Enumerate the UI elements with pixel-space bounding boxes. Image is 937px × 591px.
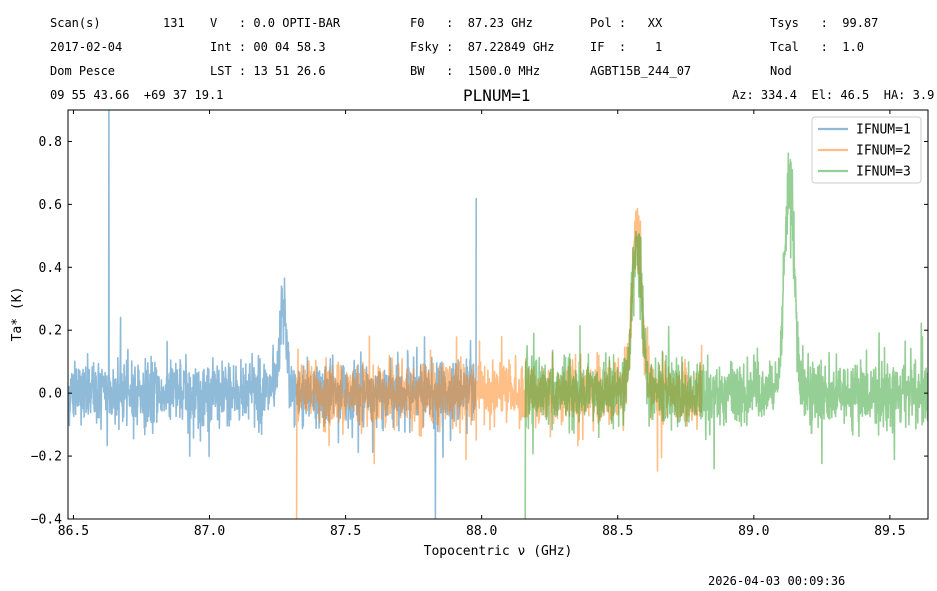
x-tick-label: 86.5	[58, 524, 89, 539]
header-fsky: Fsky : 87.22849 GHz	[410, 40, 555, 54]
header-polarization: Pol : XX	[590, 16, 663, 30]
y-tick-label: −0.4	[31, 513, 62, 528]
y-tick-label: 0.2	[39, 324, 62, 339]
x-axis-label: Topocentric ν (GHz)	[424, 544, 573, 559]
legend: IFNUM=1 IFNUM=2 IFNUM=3	[811, 116, 922, 184]
header-date: 2017-02-04	[50, 40, 123, 54]
y-tick-label: 0.8	[39, 135, 62, 150]
x-tick-label: 88.0	[466, 524, 497, 539]
y-tick-label: 0.0	[39, 387, 62, 402]
header-observer: Dom Pesce	[50, 64, 116, 78]
header-project: AGBT15B_244_07	[590, 64, 692, 78]
header-coordinates: 09 55 43.66 +69 37 19.1	[50, 88, 224, 102]
header-tcal: Tcal : 1.0	[770, 40, 864, 54]
legend-label: IFNUM=3	[856, 165, 911, 180]
header-scan-label: Scan(s)	[50, 16, 101, 30]
x-tick-label: 89.0	[738, 524, 769, 539]
x-tick-label: 87.0	[194, 524, 225, 539]
plot-title: PLNUM=1	[463, 86, 531, 105]
header-azel: Az: 334.4 El: 46.5 HA: 3.9	[732, 88, 935, 102]
header-tsys: Tsys : 99.87	[770, 16, 879, 30]
header-integration: Int : 00 04 58.3	[210, 40, 326, 54]
header-lst: LST : 13 51 26.6	[210, 64, 326, 78]
plot-frame	[67, 109, 929, 520]
axes-layer: 86.5 87.0 87.5 88.0 88.5 89.0 89.5 −0.4 −0.2 0.0 0…	[31, 110, 928, 539]
header-f0: F0 : 87.23 GHz	[410, 16, 533, 30]
footer-timestamp: 2026-04-03 00:09:36	[708, 574, 846, 588]
header-velocity: V : 0.0 OPTI-BAR	[210, 16, 341, 30]
x-tick-label: 87.5	[330, 524, 361, 539]
series-line-1	[68, 110, 477, 519]
legend-label: IFNUM=2	[856, 144, 911, 159]
y-tick-label: −0.2	[31, 450, 62, 465]
header-scan-number: 131	[163, 16, 185, 30]
x-tick-label: 88.5	[602, 524, 633, 539]
x-tick-label: 89.5	[874, 524, 905, 539]
header-if: IF : 1	[590, 40, 663, 54]
header-procedure: Nod	[770, 64, 792, 78]
series-line-3	[524, 152, 928, 519]
y-tick-label: 0.4	[39, 261, 63, 276]
series-layer	[68, 110, 928, 519]
y-axis-label: Ta* (K)	[10, 287, 25, 342]
y-tick-label: 0.6	[39, 198, 62, 213]
legend-label: IFNUM=1	[856, 123, 911, 138]
legend-box	[811, 116, 922, 184]
header-bandwidth: BW : 1500.0 MHz	[410, 64, 541, 78]
